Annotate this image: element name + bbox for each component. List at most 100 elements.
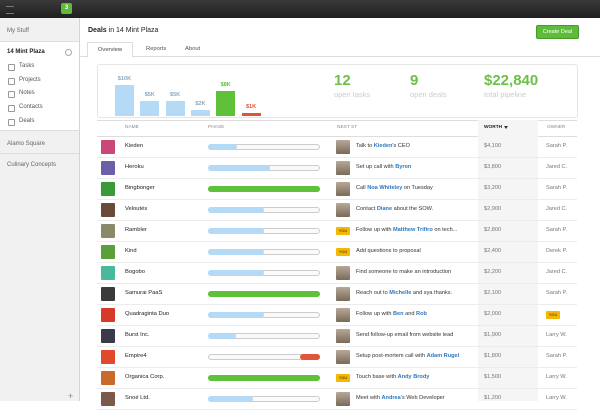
row-divider <box>97 178 577 179</box>
next-step-text: and <box>403 311 417 317</box>
workspace-name[interactable]: Alamo Square <box>7 141 46 147</box>
stat-value: 9 <box>410 72 419 89</box>
next-step-link[interactable]: Kieden <box>373 143 393 149</box>
company-name[interactable]: Kind <box>125 248 137 254</box>
worth: $1,800 <box>484 353 502 359</box>
next-step-text: Set up call with <box>356 164 396 170</box>
nav-icon <box>8 77 15 85</box>
next-step-link[interactable]: Adam Rugel <box>426 353 460 359</box>
column-header[interactable]: OWNER <box>547 125 566 130</box>
nav-item[interactable]: Contacts <box>19 104 43 111</box>
sidebar-heading[interactable]: My Stuff <box>7 28 29 34</box>
owner: Sarah P. <box>546 143 568 149</box>
next-step-text: Send follow-up email from website lead <box>356 332 454 338</box>
next-step-link[interactable]: Matthew Trifiro <box>393 227 433 233</box>
column-header[interactable]: NAME <box>125 125 139 130</box>
company-logo <box>101 182 115 196</box>
nav-item[interactable]: Projects <box>19 76 41 83</box>
next-step: Find someone to make an introduction <box>356 269 474 275</box>
owner: Jared C. <box>546 164 568 170</box>
nav-item[interactable]: Tasks <box>19 63 35 69</box>
nav-icon <box>8 91 15 99</box>
company-name[interactable]: Rambler <box>125 227 147 233</box>
row-divider <box>97 220 577 221</box>
menu-icon[interactable] <box>6 6 14 14</box>
next-step-link[interactable]: Andy Brody <box>397 374 430 380</box>
next-step-text: Follow up with <box>356 311 393 317</box>
you-badge: YOU <box>336 374 350 382</box>
workspace-name[interactable]: Culinary Concepts <box>7 162 57 168</box>
column-header[interactable]: PHASE <box>208 125 225 130</box>
add-button[interactable]: + <box>68 391 74 401</box>
row-divider <box>97 262 577 263</box>
next-step-link[interactable]: Noa Whiteley <box>367 185 403 191</box>
worth: $1,900 <box>484 332 502 338</box>
phase-fill <box>208 144 238 150</box>
company-name[interactable]: Organica Corp. <box>125 374 165 380</box>
create-deal-button[interactable]: Create Deal <box>536 25 579 39</box>
next-step-link[interactable]: Michelle <box>389 290 412 296</box>
next-step-link[interactable]: Diane <box>376 206 393 212</box>
company-logo <box>101 161 115 175</box>
next-step-link[interactable]: Rob <box>416 311 427 317</box>
owner: Larry W. <box>546 395 567 401</box>
workspace-name[interactable]: 14 Mint Plaza <box>7 49 45 55</box>
company-name[interactable]: Kieden <box>125 143 144 149</box>
company-logo <box>101 329 115 343</box>
next-step-text: Talk to <box>356 143 374 149</box>
title-suffix: in 14 Mint Plaza <box>108 27 159 34</box>
next-step: Call Noa Whiteley on Tuesday <box>356 185 474 191</box>
next-step-link[interactable]: Ben <box>393 311 404 317</box>
owner: Sarah P. <box>546 353 568 359</box>
you-badge: YOU <box>336 248 350 256</box>
company-name[interactable]: Snoé Ltd. <box>125 395 150 401</box>
company-logo <box>101 371 115 385</box>
company-logo <box>101 350 115 364</box>
company-name[interactable]: Burst Inc. <box>125 332 150 338</box>
company-name[interactable]: Veloutés <box>125 206 148 212</box>
next-step: Reach out to Michelle and sya thanks. <box>356 290 474 296</box>
stat-value: 12 <box>334 72 351 89</box>
phase-fill <box>208 270 264 276</box>
next-step-text: Contact <box>356 206 377 212</box>
pipeline-bar <box>241 112 261 116</box>
phase-fill <box>208 186 320 192</box>
phase-fill <box>299 354 320 360</box>
tab[interactable]: About <box>185 46 201 52</box>
column-header[interactable]: WORTH <box>484 125 503 130</box>
nav-icon <box>8 118 15 126</box>
page-title: Deals in 14 Mint Plaza <box>88 27 158 34</box>
company-name[interactable]: Samurai PaaS <box>125 290 163 296</box>
owner: Larry W. <box>546 374 567 380</box>
next-step-link[interactable]: Andrea <box>381 395 401 401</box>
nav-item[interactable]: Deals <box>19 117 35 124</box>
next-step-text: 's CEO <box>392 143 410 149</box>
phase-fill <box>208 312 264 318</box>
company-name[interactable]: Quadraginta Duo <box>125 311 170 317</box>
worth: $2,900 <box>484 206 502 212</box>
bar-label: $5K <box>170 91 181 98</box>
pipeline-bar <box>216 91 236 116</box>
nav-item[interactable]: Notes <box>19 90 35 97</box>
worth: $4,100 <box>484 143 502 149</box>
worth-column-bg <box>478 120 538 401</box>
row-divider <box>97 367 577 368</box>
worth: $2,800 <box>484 227 502 233</box>
next-step-link[interactable]: Byron <box>395 164 412 170</box>
column-header[interactable]: NEXT ST <box>337 125 358 130</box>
tab[interactable]: Reports <box>146 46 167 52</box>
next-step-text: on Tuesday <box>402 185 433 191</box>
company-name[interactable]: Heroku <box>125 164 144 170</box>
worth: $1,500 <box>484 374 502 380</box>
company-name[interactable]: Bingbonger <box>125 185 155 191</box>
company-name[interactable]: Bogobo <box>125 269 145 275</box>
worth: $2,100 <box>484 290 502 296</box>
notification-badge[interactable]: 3 <box>61 3 72 14</box>
company-name[interactable]: Empire4 <box>125 353 147 359</box>
pipeline-bar <box>115 85 134 116</box>
tab[interactable]: Overview <box>87 42 133 58</box>
settings-icon[interactable] <box>65 49 72 56</box>
sort-arrow <box>504 126 508 129</box>
company-logo <box>101 224 115 238</box>
workspace-panel <box>0 41 79 131</box>
